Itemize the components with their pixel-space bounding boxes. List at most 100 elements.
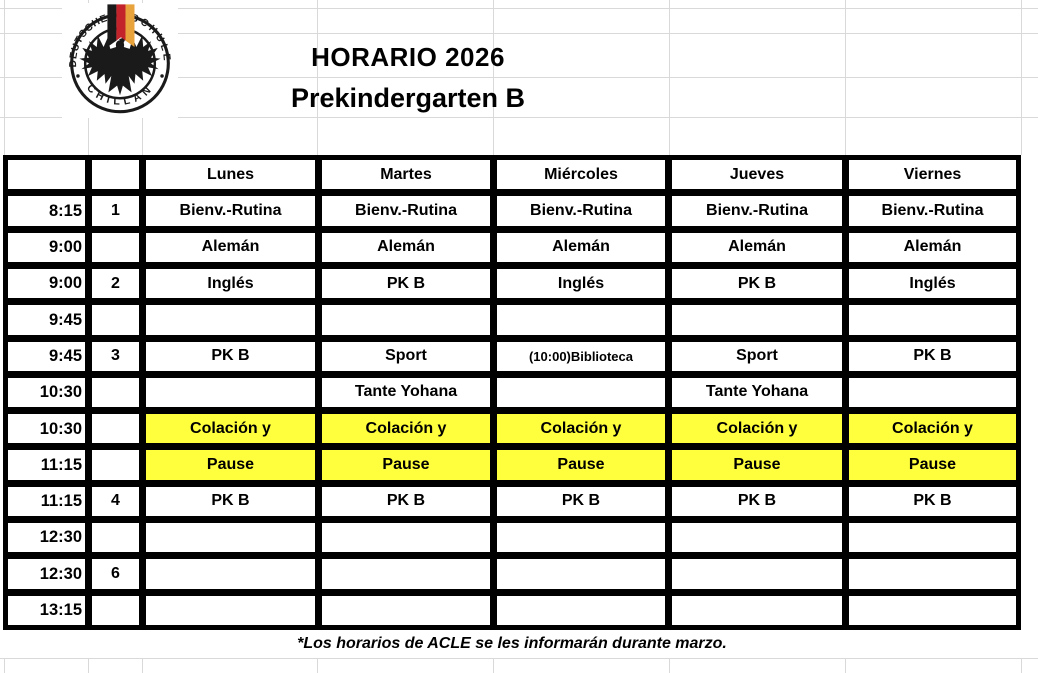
schedule-cell xyxy=(497,523,665,553)
time-cell-label: 10:30 xyxy=(39,419,82,438)
schedule-cell: (10:00)Biblioteca xyxy=(497,341,665,371)
day-header-cell-label: Viernes xyxy=(903,165,962,183)
period-cell: 3 xyxy=(92,341,139,371)
time-cell: 9:45 xyxy=(8,341,85,371)
period-cell: 6 xyxy=(92,559,139,589)
period-cell-label: 3 xyxy=(111,347,120,365)
gridline-vertical xyxy=(669,659,670,673)
schedule-cell-label: PK B xyxy=(913,492,952,510)
gridline-vertical xyxy=(493,659,494,673)
schedule-cell xyxy=(849,305,1016,335)
schedule-cell: Pause xyxy=(146,450,315,480)
period-cell: 2 xyxy=(92,268,139,299)
schedule-cell-label: PK B xyxy=(561,492,601,510)
schedule-cell xyxy=(497,377,665,408)
time-cell-label: 11:15 xyxy=(40,492,82,511)
schedule-cell: Bienv.-Rutina xyxy=(497,196,665,226)
schedule-cell xyxy=(146,559,315,589)
schedule-cell-label: Pause xyxy=(206,456,255,474)
schedule-cell: PK B xyxy=(146,486,315,517)
schedule-cell: Colación y xyxy=(322,414,490,444)
flag-ribbon-icon xyxy=(107,4,135,47)
schedule-cell xyxy=(146,305,315,335)
time-cell: 11:15 xyxy=(8,450,85,480)
schedule-cell: PK B xyxy=(322,268,490,299)
schedule-cell xyxy=(672,523,842,553)
schedule-cell: Bienv.-Rutina xyxy=(322,196,490,226)
seal-left-dot xyxy=(76,74,80,78)
schedule-cell xyxy=(322,559,490,589)
schedule-cell: Bienv.-Rutina xyxy=(146,196,315,226)
schedule-cell-label: (10:00)Biblioteca xyxy=(528,348,634,364)
time-cell: 9:45 xyxy=(8,305,85,335)
schedule-cell: Inglés xyxy=(146,268,315,299)
schedule-cell: Alemán xyxy=(322,232,490,262)
schedule-cell-label: Colación y xyxy=(716,419,798,437)
schedule-cell: Colación y xyxy=(672,414,842,444)
schedule-cell: Sport xyxy=(672,341,842,371)
school-logo: DEUTSCHE SCHULE CHILLAN xyxy=(62,3,178,118)
gridline-vertical xyxy=(1021,659,1022,673)
schedule-cell-label: Inglés xyxy=(557,274,605,292)
schedule-cell: PK B xyxy=(849,486,1016,517)
day-header-cell: Viernes xyxy=(849,160,1016,190)
day-header-cell-label: Jueves xyxy=(729,165,785,183)
schedule-cell: Tante Yohana xyxy=(672,377,842,408)
schedule-cell-label: PK B xyxy=(913,347,952,365)
gridline-horizontal xyxy=(0,33,1038,34)
schedule-cell-label: Alemán xyxy=(552,238,610,256)
time-cell: 8:15 xyxy=(8,196,85,226)
gridline-horizontal xyxy=(0,658,1038,659)
schedule-cell: Colación y xyxy=(849,414,1016,444)
schedule-cell: PK B xyxy=(849,341,1016,371)
day-header-cell: Martes xyxy=(322,160,490,190)
time-cell: 10:30 xyxy=(8,377,85,408)
schedule-cell-label: PK B xyxy=(386,492,426,510)
schedule-cell: Alemán xyxy=(497,232,665,262)
schedule-cell xyxy=(497,595,665,625)
schedule-cell-label: PK B xyxy=(737,492,777,510)
schedule-cell: PK B xyxy=(146,341,315,371)
day-header-cell-label: Martes xyxy=(380,165,432,183)
schedule-table: Lunes Martes Miércoles Jueves Viernes 8:15 1 Bi… xyxy=(3,155,1021,630)
day-header-cell-label: Lunes xyxy=(206,165,255,183)
schedule-cell: PK B xyxy=(672,486,842,517)
time-cell-label: 10:30 xyxy=(39,383,82,402)
schedule-cell: Inglés xyxy=(849,268,1016,299)
schedule-cell-label: Tante Yohana xyxy=(354,383,458,401)
time-cell-label: 13:15 xyxy=(39,601,82,620)
time-cell-label: 9:45 xyxy=(48,310,82,329)
time-cell-label: 9:00 xyxy=(48,238,82,257)
time-header-cell xyxy=(8,160,85,190)
period-cell: 4 xyxy=(92,486,139,517)
time-cell: 12:30 xyxy=(8,523,85,553)
schedule-cell-label: Alemán xyxy=(377,238,435,256)
schedule-cell-label: PK B xyxy=(386,274,426,292)
period-cell xyxy=(92,305,139,335)
schedule-cell xyxy=(849,559,1016,589)
schedule-cell: Bienv.-Rutina xyxy=(849,196,1016,226)
schedule-cell-label: Bienv.-Rutina xyxy=(355,201,457,219)
gridline-horizontal xyxy=(0,8,1038,9)
schedule-cell: PK B xyxy=(322,486,490,517)
schedule-cell: PK B xyxy=(672,268,842,299)
time-cell: 9:00 xyxy=(8,268,85,299)
gridline-vertical xyxy=(845,659,846,673)
period-cell xyxy=(92,523,139,553)
schedule-cell: Alemán xyxy=(146,232,315,262)
schedule-cell-label: Pause xyxy=(382,456,430,474)
schedule-cell-label: Alemán xyxy=(728,238,786,256)
schedule-cell-label: Colación y xyxy=(540,419,622,437)
period-header-cell xyxy=(92,160,139,190)
schedule-cell-label: Colación y xyxy=(190,419,271,437)
schedule-cell: Alemán xyxy=(672,232,842,262)
gridline-vertical xyxy=(4,0,5,155)
schedule-cell: Inglés xyxy=(497,268,665,299)
gridline-vertical xyxy=(317,0,318,155)
schedule-cell xyxy=(322,595,490,625)
gridline-vertical xyxy=(669,0,670,155)
time-cell: 13:15 xyxy=(8,595,85,625)
schedule-cell xyxy=(849,595,1016,625)
gridline-vertical xyxy=(88,659,89,673)
